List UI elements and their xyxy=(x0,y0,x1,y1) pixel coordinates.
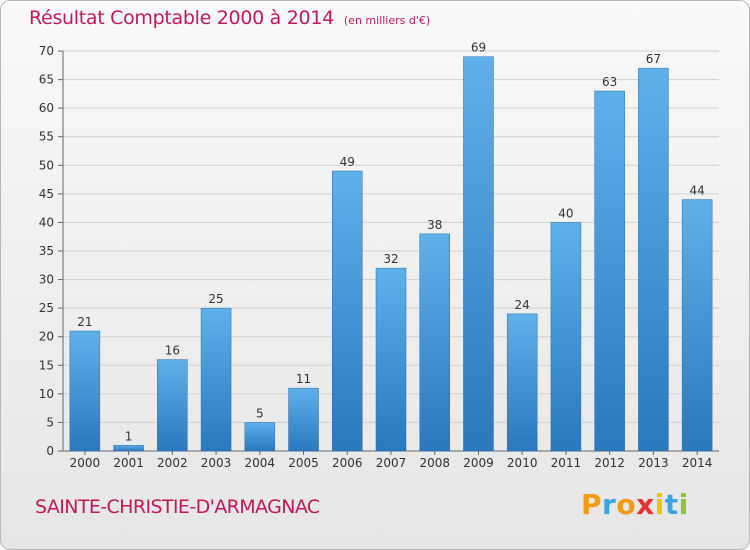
y-tick-label: 55 xyxy=(39,130,54,144)
value-label-2009: 69 xyxy=(471,41,486,55)
logo-letter: r xyxy=(602,488,617,521)
x-tick-label-2011: 2011 xyxy=(551,456,582,470)
x-tick-label-2002: 2002 xyxy=(157,456,188,470)
logo-letter: i xyxy=(654,488,665,521)
chart-title: Résultat Comptable 2000 à 2014 (en millie… xyxy=(29,7,430,29)
y-tick-label: 15 xyxy=(39,358,54,372)
value-label-2013: 67 xyxy=(646,52,661,66)
value-label-2003: 25 xyxy=(208,292,223,306)
y-tick-label: 30 xyxy=(39,273,54,287)
y-tick-label: 45 xyxy=(39,187,54,201)
x-tick-label-2004: 2004 xyxy=(245,456,276,470)
logo-letter: P xyxy=(581,488,603,521)
y-tick-label: 70 xyxy=(39,44,54,58)
x-tick-label-2005: 2005 xyxy=(288,456,319,470)
x-tick-label-2006: 2006 xyxy=(332,456,363,470)
logo-letter: o xyxy=(616,488,637,521)
x-tick-label-2001: 2001 xyxy=(113,456,144,470)
y-tick-label: 20 xyxy=(39,330,54,344)
logo-letter: t xyxy=(664,488,679,521)
x-tick-label-2009: 2009 xyxy=(463,456,494,470)
y-tick-label: 35 xyxy=(39,244,54,258)
bar-2007[interactable] xyxy=(375,267,407,452)
value-label-2001: 1 xyxy=(125,429,133,443)
x-tick-label-2010: 2010 xyxy=(507,456,538,470)
value-label-2005: 11 xyxy=(296,372,311,386)
bar-2006[interactable] xyxy=(332,170,363,452)
town-name: SAINTE-CHRISTIE-D'ARMAGNAC xyxy=(35,496,320,518)
logo-letter: i xyxy=(678,488,689,521)
x-tick-label-2007: 2007 xyxy=(376,456,407,470)
x-tick-label-2014: 2014 xyxy=(682,456,713,470)
value-label-2011: 40 xyxy=(558,206,573,220)
value-label-2004: 5 xyxy=(256,406,264,420)
x-tick-label-2008: 2008 xyxy=(419,456,450,470)
bar-2008[interactable] xyxy=(419,233,450,452)
y-tick-label: 50 xyxy=(39,158,54,172)
bar-2011[interactable] xyxy=(550,222,582,452)
x-tick-label-2013: 2013 xyxy=(638,456,669,470)
value-label-2014: 44 xyxy=(689,184,704,198)
y-tick-label: 25 xyxy=(39,301,54,315)
x-tick-label-2000: 2000 xyxy=(70,456,101,470)
bar-2010[interactable] xyxy=(506,313,538,452)
bar-2004[interactable] xyxy=(244,422,276,452)
y-tick-label: 5 xyxy=(46,415,54,429)
chart-subtitle: (en milliers d'€) xyxy=(343,14,431,27)
bar-2001[interactable] xyxy=(113,445,144,452)
value-label-2010: 24 xyxy=(515,298,530,312)
bar-2000[interactable] xyxy=(69,330,101,452)
value-label-2008: 38 xyxy=(427,218,442,232)
y-tick-label: 65 xyxy=(39,73,54,87)
bar-2003[interactable] xyxy=(200,307,232,452)
bar-2009[interactable] xyxy=(463,56,494,452)
x-tick-label-2003: 2003 xyxy=(201,456,232,470)
bar-2014[interactable] xyxy=(681,199,713,452)
value-label-2012: 63 xyxy=(602,75,617,89)
bar-2005[interactable] xyxy=(288,387,319,452)
value-label-2000: 21 xyxy=(77,315,92,329)
value-label-2006: 49 xyxy=(340,155,355,169)
bar-2013[interactable] xyxy=(638,67,669,452)
bar-2002[interactable] xyxy=(157,359,188,452)
y-tick-label: 40 xyxy=(39,215,54,229)
y-tick-label: 0 xyxy=(46,444,54,458)
logo-letter: x xyxy=(636,488,655,521)
y-tick-label: 10 xyxy=(39,387,54,401)
value-label-2002: 16 xyxy=(165,344,180,358)
proxiti-logo[interactable]: Proxiti xyxy=(581,488,689,521)
value-label-2007: 32 xyxy=(383,252,398,266)
bar-2012[interactable] xyxy=(594,90,625,452)
y-tick-label: 60 xyxy=(39,101,54,115)
chart-title-text: Résultat Comptable 2000 à 2014 xyxy=(29,7,334,29)
x-tick-label-2012: 2012 xyxy=(594,456,625,470)
